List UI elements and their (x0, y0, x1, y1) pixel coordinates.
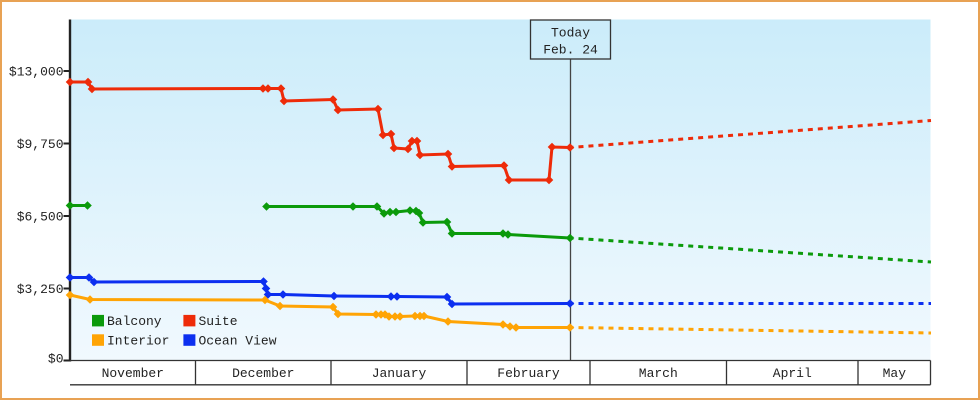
svg-text:$9,750: $9,750 (17, 137, 64, 152)
svg-text:$6,500: $6,500 (17, 210, 64, 225)
svg-text:February: February (497, 366, 560, 381)
svg-text:$3,250: $3,250 (17, 282, 64, 297)
svg-text:November: November (102, 366, 164, 381)
svg-text:April: April (773, 366, 812, 381)
svg-text:December: December (232, 366, 294, 381)
svg-text:Balcony: Balcony (107, 314, 162, 329)
svg-text:Today: Today (551, 26, 590, 41)
svg-text:Feb. 24: Feb. 24 (543, 43, 598, 58)
svg-text:Suite: Suite (199, 314, 238, 329)
svg-text:January: January (372, 366, 427, 381)
svg-text:March: March (639, 366, 678, 381)
svg-text:May: May (883, 366, 907, 381)
svg-text:$13,000: $13,000 (9, 65, 64, 80)
svg-text:Interior: Interior (107, 334, 169, 349)
svg-text:Ocean View: Ocean View (199, 334, 277, 349)
svg-text:$0: $0 (48, 352, 64, 367)
